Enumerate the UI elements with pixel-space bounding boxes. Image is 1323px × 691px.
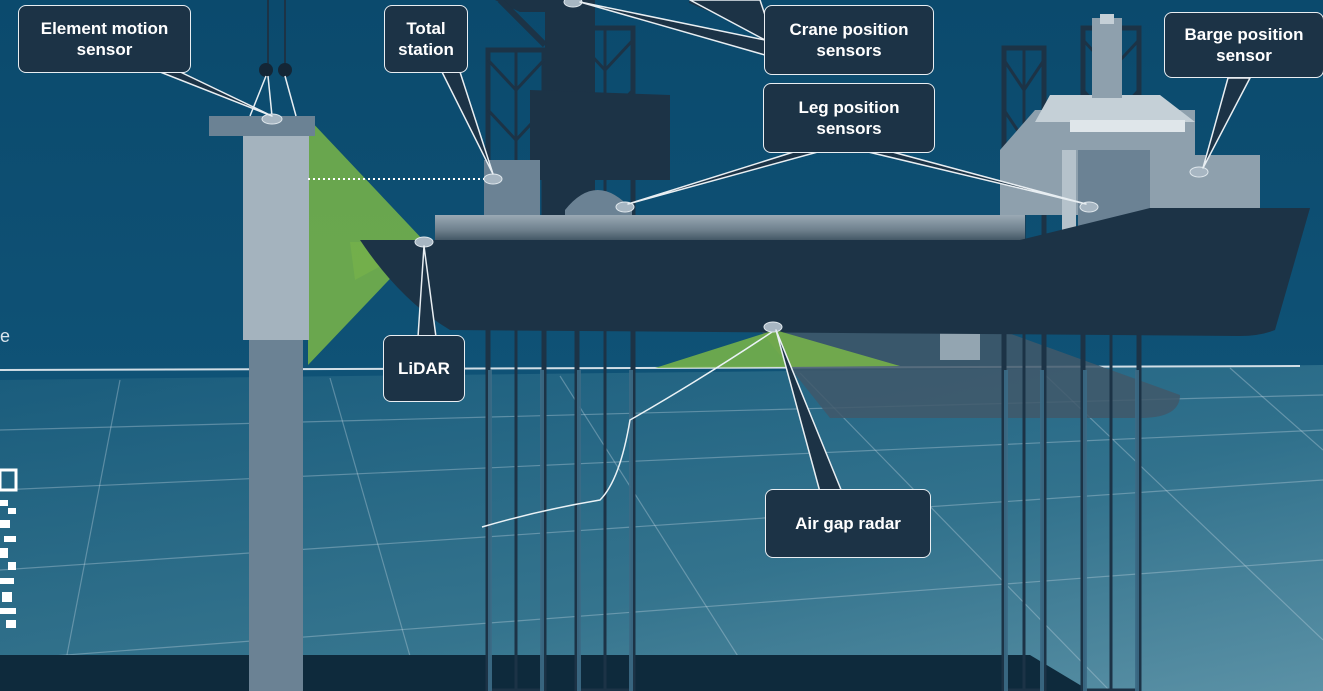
rigging-line	[267, 75, 273, 117]
label-line: Air gap radar	[795, 514, 901, 533]
vessel-hull	[360, 208, 1310, 336]
seabed	[0, 365, 1323, 691]
hull-reflection	[760, 330, 1180, 418]
rigging-line	[249, 75, 267, 117]
label-leg-position-sensors: Leg position sensors	[763, 83, 935, 153]
label-crane-position-sensors: Crane position sensors	[764, 5, 934, 75]
monopile-top-plate	[209, 116, 315, 136]
total-station-dot	[483, 173, 503, 185]
barge-position-dot	[1189, 166, 1209, 178]
label-air-gap-radar: Air gap radar	[765, 489, 931, 558]
label-line: sensor	[1216, 46, 1272, 65]
leg-sensor-dot	[615, 201, 635, 213]
element-motion-sensor-dot	[261, 113, 283, 125]
label-lidar: LiDAR	[383, 335, 465, 402]
radar-signal-line	[481, 329, 776, 528]
monopile-upper	[243, 130, 309, 340]
label-line: Total	[406, 19, 446, 38]
crane-sensor-dot	[563, 0, 583, 8]
callout-pointers	[149, 0, 1251, 493]
monopile-lower	[249, 300, 303, 691]
air-gap-radar-beam	[655, 330, 900, 368]
label-total-station: Total station	[384, 5, 468, 73]
label-line: sensor	[76, 40, 133, 59]
crane-hook	[259, 63, 273, 77]
leg-sensor-dot	[1079, 201, 1099, 213]
label-line: LiDAR	[398, 359, 450, 378]
pointer-barge	[1202, 77, 1251, 169]
label-barge-position-sensor: Barge position sensor	[1164, 12, 1323, 78]
label-line: Element motion	[40, 19, 169, 38]
label-line: sensors	[816, 41, 882, 60]
hull-detail	[940, 330, 980, 360]
sensor-dots	[261, 0, 1209, 333]
rigging-line	[284, 75, 297, 117]
air-gap-radar-dot	[763, 321, 783, 333]
label-line: Crane position	[789, 20, 909, 39]
label-line: sensors	[816, 119, 882, 138]
crane-hook	[278, 63, 292, 77]
label-element-motion-sensor: Element motion sensor	[18, 5, 191, 73]
label-line: Leg position	[798, 98, 900, 117]
label-line: station	[398, 40, 454, 59]
cropped-edge-text: e	[0, 326, 11, 346]
qr-code-fragment	[0, 468, 18, 628]
label-line: Barge position	[1184, 25, 1304, 44]
